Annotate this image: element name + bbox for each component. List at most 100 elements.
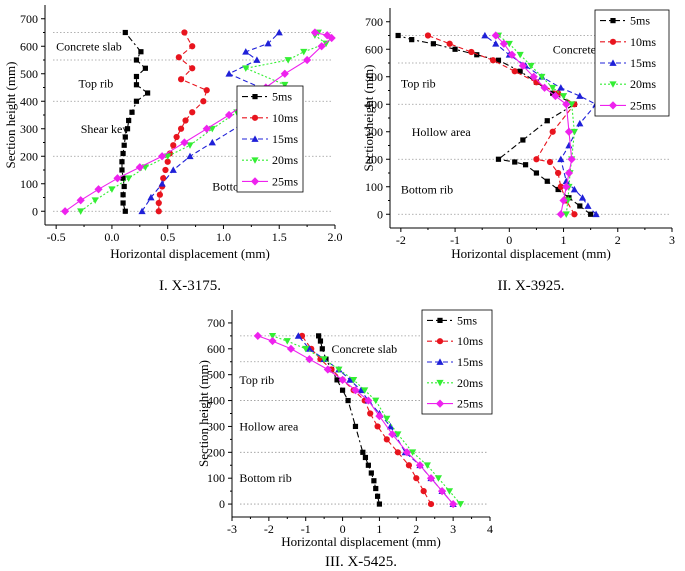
data-point-15ms — [253, 56, 261, 63]
data-point-5ms — [345, 397, 351, 404]
data-point-15ms — [570, 185, 578, 193]
data-point-20ms — [125, 175, 133, 182]
data-point-25ms — [507, 50, 517, 59]
legend-box — [236, 85, 304, 193]
legend-marker — [436, 338, 444, 345]
data-point-10ms — [189, 43, 196, 50]
data-point-15ms — [562, 177, 570, 185]
data-point-20ms — [383, 415, 391, 423]
data-point-5ms — [129, 109, 135, 115]
data-point-15ms — [169, 166, 177, 173]
data-point-15ms — [557, 155, 565, 163]
data-point-5ms — [533, 170, 540, 176]
y-tick-label: 500 — [365, 70, 383, 84]
data-point-25ms — [113, 174, 122, 183]
y-tick-label: 100 — [365, 180, 383, 194]
legend-marker — [608, 101, 618, 110]
data-point-20ms — [208, 125, 216, 133]
y-tick-label: 500 — [207, 368, 225, 382]
data-point-20ms — [394, 431, 402, 438]
data-point-5ms — [371, 478, 377, 484]
data-point-15ms — [584, 202, 592, 209]
data-point-15ms — [242, 48, 250, 55]
data-point-10ms — [533, 156, 540, 163]
data-point-25ms — [529, 72, 538, 81]
data-point-20ms — [320, 356, 328, 363]
panel-x-3925: -2 -1 0 1 2 3 0 100 200 300 400 500 600 700 Horizontal… — [361, 8, 675, 294]
legend-label: 5ms — [272, 90, 292, 104]
legend-label: 25ms — [457, 397, 483, 411]
data-point-25ms — [415, 461, 425, 470]
data-point-10ms — [189, 65, 196, 72]
data-point-20ms — [409, 449, 417, 456]
x-tick-label: 3 — [669, 233, 675, 247]
data-point-25ms — [327, 33, 336, 43]
y-tick-label: 100 — [207, 471, 225, 485]
data-point-5ms — [512, 159, 518, 165]
data-point-15ms — [264, 39, 272, 47]
legend-marker — [610, 18, 616, 24]
data-point-5ms — [495, 57, 502, 63]
legend-label: 15ms — [630, 56, 656, 70]
data-point-5ms — [120, 150, 126, 157]
data-point-5ms — [352, 423, 359, 430]
data-point-5ms — [368, 470, 374, 476]
data-point-20ms — [549, 84, 557, 92]
data-point-25ms — [224, 110, 234, 120]
legend-marker — [251, 157, 259, 164]
y-tick-label: 0 — [377, 207, 383, 221]
legend-marker — [251, 135, 259, 142]
data-point-10ms — [181, 29, 188, 36]
legend-marker — [436, 358, 444, 365]
y-tick-label: 100 — [20, 177, 38, 191]
data-point-5ms — [588, 211, 594, 217]
legend-box — [594, 9, 670, 117]
data-point-25ms — [559, 196, 568, 205]
data-point-10ms — [446, 40, 453, 47]
region-label: Bottom rib — [239, 471, 291, 485]
data-point-10ms — [405, 462, 413, 469]
data-point-10ms — [549, 128, 556, 135]
data-point-25ms — [564, 168, 574, 178]
region-label: Top rib — [401, 77, 436, 91]
x-tick-label: -1 — [450, 233, 460, 247]
data-point-10ms — [177, 125, 185, 132]
data-point-25ms — [499, 39, 508, 48]
data-point-5ms — [409, 37, 415, 43]
data-point-5ms — [122, 208, 128, 214]
data-point-5ms — [522, 162, 529, 168]
data-point-20ms — [568, 101, 576, 108]
data-point-15ms — [275, 28, 283, 36]
data-point-20ms — [516, 51, 524, 59]
data-point-25ms — [567, 155, 576, 164]
series-line-5ms — [121, 32, 149, 212]
y-tick-label: 700 — [365, 15, 383, 29]
data-point-25ms — [351, 386, 360, 395]
data-point-25ms — [437, 487, 447, 496]
data-point-25ms — [158, 152, 167, 161]
data-point-5ms — [319, 346, 325, 352]
data-point-10ms — [170, 142, 177, 149]
data-point-10ms — [200, 98, 207, 105]
legend-marker — [609, 81, 617, 88]
data-point-5ms — [316, 333, 322, 339]
legend-marker — [609, 38, 617, 45]
legend-label: 15ms — [272, 132, 298, 146]
y-tick-label: 500 — [20, 67, 38, 81]
data-point-5ms — [474, 52, 480, 58]
y-tick-label: 600 — [207, 342, 225, 356]
data-point-25ms — [388, 430, 397, 439]
x-tick-label: -2 — [396, 233, 406, 247]
data-point-25ms — [518, 61, 527, 70]
data-point-10ms — [374, 423, 381, 430]
data-point-25ms — [491, 31, 500, 40]
legend-label: 25ms — [272, 174, 298, 188]
legend-label: 5ms — [630, 14, 650, 28]
data-point-20ms — [423, 462, 431, 469]
data-point-5ms — [334, 377, 340, 383]
data-point-25ms — [551, 91, 560, 101]
data-point-15ms — [138, 207, 146, 215]
panel-caption: II. X-3925. — [497, 278, 564, 294]
data-point-15ms — [576, 119, 584, 127]
legend-marker — [435, 399, 445, 408]
